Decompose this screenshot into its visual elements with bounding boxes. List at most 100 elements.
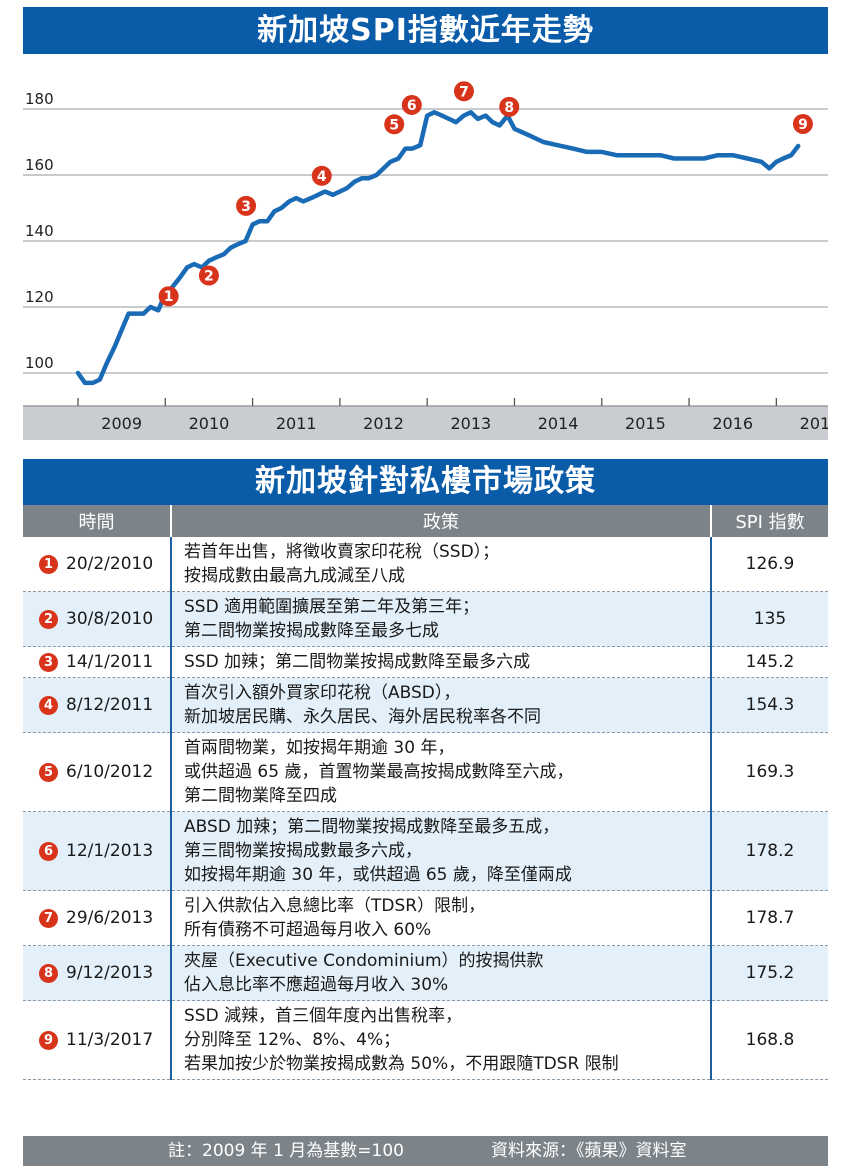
row-time-cell: 8 9/12/2013	[23, 945, 171, 1001]
footer: 註：2009 年 1 月為基數=100 資料來源：《蘋果》資料室	[23, 1136, 828, 1166]
row-policy-cell: SSD 減辣，首三個年度內出售稅率， 分別降至 12%、8%、4%； 若果加按少於物…	[170, 1000, 712, 1080]
policy-text-line: 若首年出售，將徵收賣家印花稅（SSD）；	[184, 542, 500, 562]
spi-series-line	[75, 110, 801, 386]
y-tick-label: 120	[25, 288, 54, 306]
policy-number-badge: 7	[39, 908, 58, 928]
y-tick-label: 160	[25, 156, 54, 174]
event-marker-label: 1	[164, 289, 174, 305]
event-marker-label: 4	[317, 169, 327, 185]
table-row: 3 14/1/2011 SSD 加辣；第二間物業按揭成數降至最多六成 145.2	[23, 646, 828, 678]
table-row: 8 9/12/2013 夾屋（Executive Condominium）的按揭供款…	[23, 945, 828, 1001]
header-time: 時間	[23, 505, 172, 537]
policy-table: 時間 政策 SPI 指數 1 20/2/2010 若首年出售，將徵收賣家印花稅（SS…	[23, 505, 828, 1080]
footer-source: 資料來源：《蘋果》資料室	[491, 1141, 687, 1161]
x-tick-label: 2017	[800, 414, 828, 433]
x-axis-band	[23, 406, 828, 440]
policy-text-line: ABSD 加辣；第二間物業按揭成數降至最多五成，	[184, 817, 560, 837]
policy-date: 9/12/2013	[66, 963, 154, 983]
row-time-cell: 2 30/8/2010	[23, 591, 171, 647]
row-spi-value: 178.7	[711, 890, 828, 946]
y-tick-label: 100	[25, 354, 54, 372]
event-marker-label: 5	[389, 117, 399, 133]
event-marker	[311, 165, 332, 186]
row-time-cell: 1 20/2/2010	[23, 537, 171, 592]
row-policy-cell: 引入供款佔入息總比率（TDSR）限制， 所有債務不可超過每月收入 60%	[170, 890, 712, 946]
policy-text-line: 分別降至 12%、8%、4%；	[184, 1030, 401, 1050]
row-policy-cell: 首兩間物業，如按揭年期逾 30 年， 或供超過 65 歲，首置物業最高按揭成數降至…	[170, 732, 712, 812]
x-tick-label: 2014	[538, 414, 579, 433]
policy-text-line: 如按揭年期逾 30 年，或供超過 65 歲，降至僅兩成	[184, 865, 572, 885]
policy-text-line: 按揭成數由最高九成減至八成	[184, 566, 405, 586]
row-policy-cell: 首次引入額外買家印花稅（ABSD）， 新加坡居民購、永久居民、海外居民稅率各不同	[170, 677, 712, 733]
table-row: 1 20/2/2010 若首年出售，將徵收賣家印花稅（SSD）； 按揭成數由最高九成減…	[23, 537, 828, 592]
row-spi-value: 126.9	[711, 537, 828, 592]
row-spi-value: 169.3	[711, 732, 828, 812]
policy-text-line: 第二間物業降至四成	[184, 786, 337, 806]
policy-number-badge: 5	[39, 762, 58, 782]
table-row: 2 30/8/2010 SSD 適用範圍擴展至第二年及第三年； 第二間物業按揭成數降至…	[23, 591, 828, 647]
table-header-row: 時間 政策 SPI 指數	[23, 505, 828, 537]
policy-number-badge: 8	[39, 963, 58, 983]
x-tick-label: 2015	[625, 414, 666, 433]
event-marker-label: 6	[407, 98, 417, 114]
row-spi-value: 178.2	[711, 811, 828, 891]
policy-date: 12/1/2013	[66, 841, 154, 861]
footer-note: 註：2009 年 1 月為基數=100	[168, 1141, 404, 1161]
table-row: 4 8/12/2011 首次引入額外買家印花稅（ABSD）， 新加坡居民購、永久居民、…	[23, 677, 828, 733]
policy-date: 8/12/2011	[66, 695, 154, 715]
policy-text-line: SSD 減辣，首三個年度內出售稅率，	[184, 1006, 463, 1026]
row-spi-value: 135	[711, 591, 828, 647]
y-tick-label: 140	[25, 222, 54, 240]
x-tick-label: 2010	[189, 414, 230, 433]
row-time-cell: 5 6/10/2012	[23, 732, 171, 812]
policy-text-line: 夾屋（Executive Condominium）的按揭供款	[184, 951, 544, 971]
policy-text-line: 新加坡居民購、永久居民、海外居民稅率各不同	[184, 707, 541, 727]
event-marker	[499, 96, 520, 117]
policy-date: 29/6/2013	[66, 908, 154, 928]
x-tick-label: 2012	[363, 414, 404, 433]
row-policy-cell: 若首年出售，將徵收賣家印花稅（SSD）； 按揭成數由最高九成減至八成	[170, 537, 712, 592]
policy-text-line: 首兩間物業，如按揭年期逾 30 年，	[184, 738, 455, 758]
row-policy-cell: 夾屋（Executive Condominium）的按揭供款 佔入息比率不應超過每…	[170, 945, 712, 1001]
event-marker	[401, 94, 422, 115]
event-marker-label: 9	[798, 117, 808, 133]
event-marker	[158, 286, 179, 307]
row-time-cell: 9 11/3/2017	[23, 1000, 171, 1080]
policy-date: 14/1/2011	[66, 652, 154, 672]
policy-text-line: 若果加按少於物業按揭成數為 50%，不用跟隨TDSR 限制	[184, 1054, 619, 1074]
event-marker	[453, 81, 474, 102]
policy-date: 20/2/2010	[66, 554, 154, 574]
table-row: 9 11/3/2017 SSD 減辣，首三個年度內出售稅率， 分別降至 12%、8%、…	[23, 1000, 828, 1080]
row-spi-value: 175.2	[711, 945, 828, 1001]
policy-text-line: 首次引入額外買家印花稅（ABSD），	[184, 683, 461, 703]
policy-text-line: 所有債務不可超過每月收入 60%	[184, 920, 432, 940]
event-marker-label: 3	[241, 199, 251, 215]
row-time-cell: 4 8/12/2011	[23, 677, 171, 733]
header-spi: SPI 指數	[711, 505, 828, 537]
row-policy-cell: SSD 加辣；第二間物業按揭成數降至最多六成	[170, 646, 712, 678]
policy-date: 6/10/2012	[66, 762, 154, 782]
table-row: 7 29/6/2013 引入供款佔入息總比率（TDSR）限制， 所有債務不可超過每月收…	[23, 890, 828, 946]
chart-svg: 100 120 140 160 180 2009 2010 2011 2012 2013 2014 2…	[23, 81, 828, 440]
row-policy-cell: ABSD 加辣；第二間物業按揭成數降至最多五成， 第三間物業按揭成數最多六成， 如按…	[170, 811, 712, 891]
row-spi-value: 145.2	[711, 646, 828, 678]
row-time-cell: 7 29/6/2013	[23, 890, 171, 946]
policy-number-badge: 2	[39, 609, 58, 629]
table-row: 6 12/1/2013 ABSD 加辣；第二間物業按揭成數降至最多五成， 第三間物業按…	[23, 811, 828, 891]
event-marker	[792, 113, 813, 134]
policy-text-line: 引入供款佔入息總比率（TDSR）限制，	[184, 896, 486, 916]
x-tick-label: 2013	[450, 414, 491, 433]
x-tick-label: 2009	[101, 414, 142, 433]
header-policy: 政策	[171, 505, 712, 537]
row-time-cell: 3 14/1/2011	[23, 646, 171, 678]
policy-number-badge: 9	[39, 1030, 58, 1050]
policy-number-badge: 3	[39, 652, 58, 672]
policy-number-badge: 1	[39, 554, 58, 574]
event-marker-label: 7	[459, 84, 469, 100]
event-marker	[236, 195, 257, 216]
event-marker-label: 2	[204, 269, 214, 285]
policy-date: 11/3/2017	[66, 1030, 154, 1050]
event-marker	[384, 114, 405, 135]
policy-text-line: 第二間物業按揭成數降至最多七成	[184, 621, 439, 641]
x-tick-label: 2016	[712, 414, 753, 433]
